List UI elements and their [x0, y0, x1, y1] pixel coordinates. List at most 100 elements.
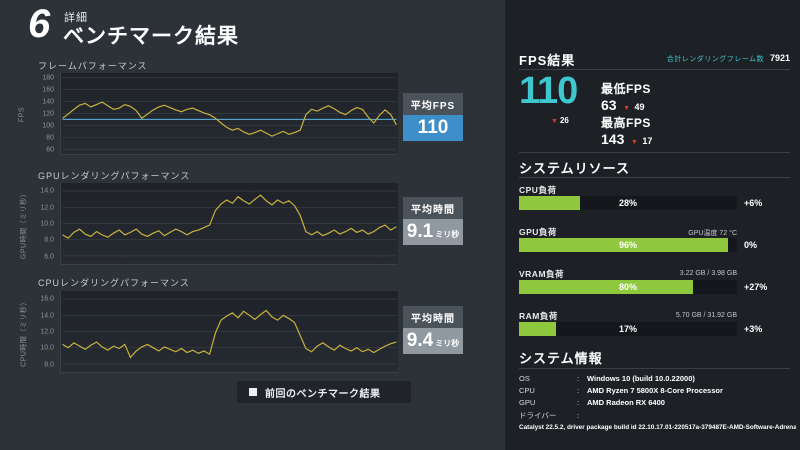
max-fps-row: 143 ▼ 17 [601, 131, 652, 147]
gpu-load-percent: 96% [618, 240, 637, 250]
system-resources-header: システムリソース [519, 161, 630, 176]
results-panel: FPS結果 合計レンダリングフレーム数 7921 110 ▼ 26 最低FPS 6… [505, 0, 800, 450]
colon: : [577, 374, 580, 383]
average-gpu-time-unit: ミリ秒 [435, 230, 460, 239]
info-row-cpu: CPU: AMD Ryzen 7 5800X 8-Core Processor [519, 386, 792, 395]
down-arrow-icon: ▼ [630, 139, 638, 146]
average-cpu-time-unit: ミリ秒 [435, 339, 460, 348]
average-gpu-time-value: 9.1 ミリ秒 [403, 219, 463, 245]
fps-axis-label: FPS [18, 106, 26, 123]
cpu-time-axis-label: CPU時間（ミリ秒） [20, 298, 28, 367]
average-fps-label: 平均FPS [403, 93, 463, 115]
y-tick-label: 14.0 [40, 312, 54, 320]
cpu-load-percent: 28% [618, 198, 637, 208]
max-fps-delta: 17 [642, 136, 653, 146]
y-tick-label: 60 [46, 146, 54, 154]
driver-detail: Catalyst 22.5.2, driver package build id… [519, 424, 796, 431]
colon: : [577, 386, 580, 395]
ram-load-delta: +3% [744, 324, 763, 334]
vram-load-delta: +27% [744, 282, 768, 292]
vram-usage: 3.22 GB / 3.98 GB [679, 270, 737, 277]
ram-load-fill [519, 322, 557, 336]
y-tick-label: 100 [42, 122, 54, 130]
os-value: Windows 10 (build 10.0.22000) [587, 374, 695, 383]
divider [519, 368, 790, 369]
cpu-label: CPU [519, 386, 535, 395]
info-row-os: OS: Windows 10 (build 10.0.22000) [519, 374, 792, 383]
down-arrow-icon: ▼ [551, 118, 558, 125]
previous-benchmark-legend[interactable]: 前回のベンチマーク結果 [237, 381, 411, 403]
r6-logo: 6 [28, 2, 51, 46]
y-tick-label: 6.0 [44, 253, 54, 261]
frame-performance-title: フレームパフォーマンス [38, 61, 148, 71]
legend-label: 前回のベンチマーク結果 [265, 388, 381, 400]
vram-load-percent: 80% [618, 282, 637, 292]
ram-load-bar: 17% [519, 322, 737, 336]
ram-usage: 5.70 GB / 31.92 GB [675, 312, 737, 319]
total-frames-value: 7921 [769, 53, 790, 63]
gpu-load-label: GPU負荷 [519, 227, 557, 237]
gpu-chart [60, 183, 398, 265]
y-tick-label: 16.0 [40, 295, 54, 303]
average-cpu-time-value: 9.4 ミリ秒 [403, 328, 463, 354]
gpu-chart-yticks: 14.0 12.0 10.0 8.0 6.0 [34, 183, 58, 265]
average-gpu-time-box: 平均時間 9.1 ミリ秒 [403, 197, 463, 245]
system-info-header: システム情報 [519, 351, 603, 366]
min-fps-delta: 49 [634, 102, 645, 112]
cpu-value: AMD Ryzen 7 5800X 8-Core Processor [587, 386, 723, 395]
info-row-driver: ドライバー: [519, 410, 792, 421]
gpu-temperature: GPU温度 72 °C [688, 230, 737, 237]
gpu-load-delta: 0% [744, 240, 758, 250]
y-tick-label: 80 [46, 134, 54, 142]
resource-row-cpu: CPU負荷 28% +6% [505, 184, 800, 224]
y-tick-label: 140 [42, 98, 54, 106]
gpu-value: AMD Radeon RX 6400 [587, 398, 665, 407]
y-tick-label: 180 [42, 74, 54, 82]
resource-row-vram: VRAM負荷 3.22 GB / 3.98 GB 80% +27% [505, 268, 800, 308]
y-tick-label: 10.0 [40, 220, 54, 228]
driver-label: ドライバー [519, 411, 557, 420]
average-gpu-time-label: 平均時間 [403, 197, 463, 219]
y-tick-label: 10.0 [40, 344, 54, 352]
vram-load-label: VRAM負荷 [519, 269, 565, 279]
colon: : [577, 398, 580, 407]
colon: : [577, 411, 580, 420]
y-tick-label: 8.0 [44, 361, 54, 369]
cpu-load-fill [519, 196, 581, 210]
cpu-load-bar: 28% [519, 196, 737, 210]
resource-row-ram: RAM負荷 5.70 GB / 31.92 GB 17% +3% [505, 310, 800, 350]
page-title: ベンチマーク結果 [63, 25, 239, 48]
average-fps-delta: ▼ 26 [551, 116, 569, 125]
legend-swatch-icon [249, 388, 257, 396]
average-fps-box: 平均FPS 110 [403, 93, 463, 141]
vram-load-bar: 80% [519, 280, 737, 294]
fps-chart [60, 73, 398, 155]
average-fps-big-number: 110 [519, 70, 578, 112]
y-tick-label: 160 [42, 86, 54, 94]
fps-chart-yticks: 180 160 140 120 100 80 60 [34, 73, 58, 155]
average-cpu-time-label: 平均時間 [403, 306, 463, 328]
gpu-load-bar: 96% [519, 238, 737, 252]
y-tick-label: 12.0 [40, 328, 54, 336]
average-gpu-time-number: 9.1 [406, 221, 434, 242]
gpu-time-axis-label: GPU時間（ミリ秒） [20, 189, 28, 260]
ram-load-percent: 17% [618, 324, 637, 334]
y-tick-label: 8.0 [44, 236, 54, 244]
divider [519, 177, 790, 178]
max-fps-label: 最高FPS [601, 116, 651, 130]
y-tick-label: 14.0 [40, 187, 54, 195]
total-frames-label: 合計レンダリングフレーム数 [666, 56, 765, 63]
average-fps-delta-value: 26 [559, 116, 569, 125]
info-row-gpu: GPU: AMD Radeon RX 6400 [519, 398, 792, 407]
y-tick-label: 120 [42, 110, 54, 118]
down-arrow-icon: ▼ [623, 105, 631, 112]
divider [519, 152, 790, 153]
cpu-chart-yticks: 16.0 14.0 12.0 10.0 8.0 [34, 291, 58, 373]
min-fps-value: 63 [601, 97, 617, 113]
gpu-load-fill [519, 238, 729, 252]
os-label: OS [519, 374, 530, 383]
average-cpu-time-number: 9.4 [406, 330, 434, 351]
cpu-chart [60, 291, 398, 373]
max-fps-value: 143 [601, 131, 625, 147]
